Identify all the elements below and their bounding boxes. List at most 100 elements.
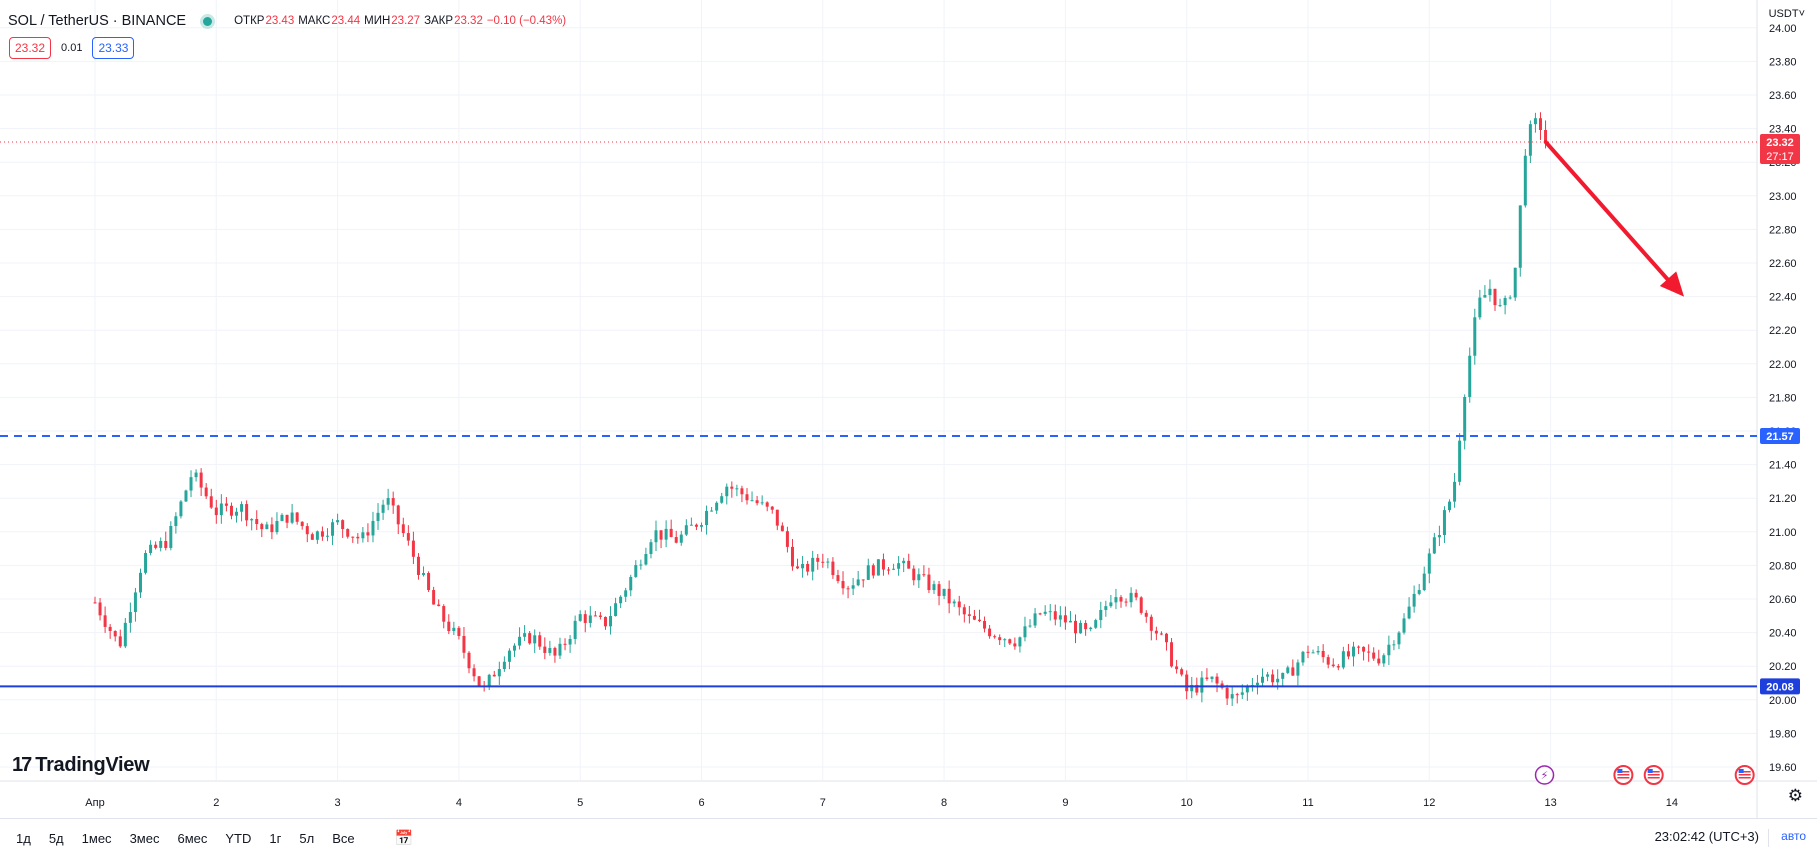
- candle-body: [1407, 606, 1411, 619]
- gear-icon[interactable]: ⚙: [1787, 786, 1803, 805]
- sell-button[interactable]: 23.32: [9, 37, 52, 59]
- candle-body: [320, 531, 324, 537]
- candle-body: [1301, 651, 1305, 663]
- candle-body: [1448, 501, 1452, 511]
- price-chart[interactable]: 19.60 19.80 20.00 20.20 20.40 20.60 20.80 21.00…: [0, 0, 1817, 818]
- price-tick-label: 19.60: [1769, 762, 1797, 774]
- price-tick-label: 20.80: [1769, 560, 1797, 572]
- candle-body: [1109, 602, 1113, 607]
- candle-body: [639, 564, 643, 566]
- time-tick-label: 4: [456, 797, 462, 809]
- price-line-label-bg: [1760, 428, 1800, 445]
- candle-body: [492, 674, 496, 677]
- range-1y-button[interactable]: 1г: [269, 830, 282, 846]
- candle-body: [1089, 627, 1093, 630]
- candle-body: [341, 520, 345, 530]
- candle-body: [861, 579, 865, 581]
- candle-body: [1074, 620, 1078, 634]
- candle-body: [937, 584, 941, 596]
- candle-body: [811, 557, 815, 572]
- candle-body: [634, 565, 638, 577]
- range-5d-button[interactable]: 5д: [48, 830, 64, 846]
- candle-body: [1483, 295, 1487, 298]
- candle-body: [583, 614, 587, 623]
- symbol-legend: SOL / TetherUS · BINANCE ОТКР 23.43 МАКС 2…: [8, 12, 566, 30]
- candle-body: [619, 596, 623, 604]
- buy-button[interactable]: 23.33: [92, 37, 135, 59]
- candle-body: [831, 561, 835, 576]
- candle-body: [1023, 626, 1027, 638]
- currency-selector[interactable]: USDT˅: [1769, 8, 1805, 20]
- auto-scale-button[interactable]: авто: [1781, 829, 1806, 843]
- time-tick-label: 13: [1544, 797, 1556, 809]
- range-ytd-button[interactable]: YTD: [225, 830, 252, 846]
- candle-body: [1215, 676, 1219, 684]
- candle-body: [98, 602, 102, 616]
- candle-body: [603, 616, 607, 627]
- currency-label: USDT: [1768, 8, 1799, 20]
- candle-body: [801, 563, 805, 569]
- candle-body: [947, 588, 951, 604]
- candle-body: [391, 498, 395, 506]
- candle-body: [624, 590, 628, 597]
- candle-body: [563, 643, 567, 645]
- symbol-name[interactable]: SOL / TetherUS · BINANCE: [8, 13, 187, 29]
- price-tick-label: 21.20: [1769, 493, 1797, 505]
- close-value: 23.32: [454, 15, 483, 27]
- candle-body: [194, 472, 198, 478]
- candle-body: [998, 637, 1002, 641]
- candle-body: [1508, 297, 1512, 299]
- candle-body: [1357, 646, 1361, 648]
- range-all-button[interactable]: Все: [332, 830, 355, 846]
- candle-body: [1498, 305, 1502, 307]
- candle-body: [169, 525, 173, 548]
- candle-body: [1084, 622, 1088, 630]
- candle-body: [745, 494, 749, 501]
- candle-body: [568, 638, 572, 645]
- lightning-event-icon[interactable]: [1534, 765, 1555, 785]
- time-tick-label: 5: [577, 797, 583, 809]
- range-1m-button[interactable]: 1мес: [81, 830, 112, 846]
- range-6m-button[interactable]: 6мес: [177, 830, 208, 846]
- candle-body: [1175, 666, 1179, 670]
- candle-body: [144, 553, 148, 573]
- arrow-drawing-line[interactable]: [1543, 140, 1677, 289]
- candle-body: [679, 534, 683, 543]
- price-line-label: 21.57: [1766, 431, 1794, 443]
- range-5y-button[interactable]: 5л: [299, 830, 315, 846]
- time-tick-label: Апр: [85, 797, 104, 809]
- time-tick-label: 12: [1423, 797, 1435, 809]
- candle-body: [1119, 597, 1123, 602]
- low-value: 23.27: [391, 15, 421, 27]
- candle-body: [1336, 666, 1340, 668]
- candle-body: [821, 561, 825, 563]
- candle-body: [1245, 686, 1249, 693]
- candle-body: [1442, 510, 1446, 536]
- range-1d-button[interactable]: 1д: [16, 830, 31, 846]
- candle-body: [694, 524, 698, 527]
- high-value: 23.44: [331, 15, 361, 27]
- candle-body: [1043, 611, 1047, 614]
- clock-timezone[interactable]: 23:02:42 (UTC+3): [1654, 829, 1759, 844]
- flag-stripe: [1738, 771, 1751, 773]
- candle-body: [487, 674, 491, 686]
- candle-body: [1114, 597, 1118, 603]
- quote-box: 23.32 0.01 23.33: [0, 37, 135, 59]
- calendar-range-icon[interactable]: 📅: [394, 830, 414, 847]
- time-tick-label: 10: [1181, 797, 1193, 809]
- price-tick-label: 20.00: [1769, 695, 1797, 707]
- candle-body: [765, 502, 769, 507]
- range-3m-button[interactable]: 3мес: [129, 830, 160, 846]
- candle-body: [1053, 611, 1057, 620]
- candle-body: [1291, 667, 1295, 676]
- candle-body: [1079, 622, 1083, 634]
- arrow-drawing-head[interactable]: [1659, 271, 1685, 297]
- candle-body: [1170, 642, 1174, 667]
- candle-body: [447, 621, 451, 632]
- candle-body: [664, 528, 668, 540]
- tradingview-logo[interactable]: 17 TradingView: [12, 754, 150, 777]
- candle-body: [1195, 684, 1199, 693]
- candle-body: [361, 532, 365, 539]
- candle-body: [689, 524, 693, 526]
- candle-body: [467, 652, 471, 669]
